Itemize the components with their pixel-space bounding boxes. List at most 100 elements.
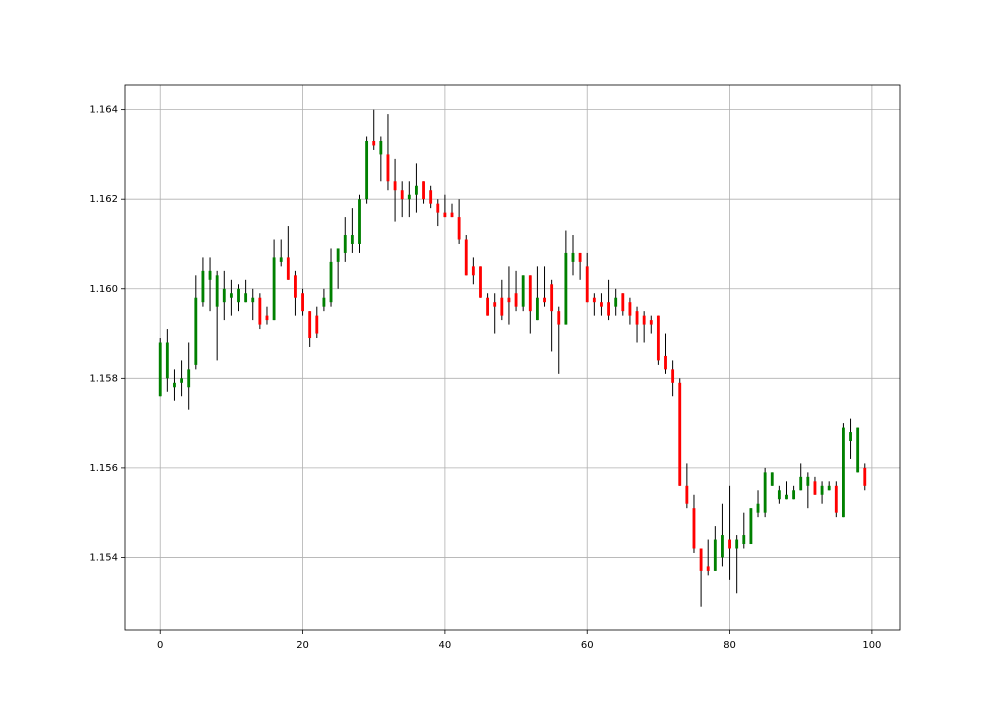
candle-body <box>244 293 248 303</box>
candle-body <box>180 378 184 383</box>
candle-body <box>315 315 319 334</box>
candle-body <box>237 288 240 303</box>
candle-body <box>336 248 340 262</box>
candle-body <box>592 297 596 303</box>
candle-body <box>379 140 383 155</box>
candle-body <box>521 275 525 307</box>
plot-frame <box>124 84 901 631</box>
candle-body <box>187 369 191 388</box>
candle-body <box>251 297 255 303</box>
candle-body <box>286 257 290 280</box>
candle-body <box>415 185 418 195</box>
y-tick-label: 1.162 <box>89 194 118 205</box>
candle-body <box>557 311 561 325</box>
candle-body <box>279 257 283 262</box>
candle-body <box>229 293 233 298</box>
candle-body <box>400 190 404 200</box>
candle-body <box>372 140 376 146</box>
candle-body <box>600 302 603 307</box>
candle-body <box>742 535 746 545</box>
candle-body <box>365 140 369 200</box>
candle-body <box>550 284 554 312</box>
candle-body <box>173 382 176 388</box>
candle-body <box>721 535 724 558</box>
candle-body <box>194 297 198 365</box>
candle-body <box>358 199 361 244</box>
candle-body <box>756 503 760 513</box>
candle-body <box>436 203 440 213</box>
candle-body <box>464 239 468 276</box>
candle-body <box>457 217 461 240</box>
x-tick-label: 40 <box>439 640 452 651</box>
candle-body <box>350 235 354 244</box>
candle-body <box>329 261 333 303</box>
candle-body <box>820 485 824 495</box>
candle-body <box>407 194 411 200</box>
y-tick-label: 1.158 <box>89 373 118 384</box>
candle-body <box>535 297 539 321</box>
candle-body <box>827 485 831 491</box>
candle-body <box>308 311 312 339</box>
candle-body <box>393 181 397 191</box>
candle-body <box>528 275 532 312</box>
candle-body <box>301 293 304 312</box>
candle-body <box>713 539 717 571</box>
candle-body <box>834 485 838 513</box>
candle-body <box>699 548 703 571</box>
candle-body <box>649 320 653 325</box>
candle-body <box>628 302 632 316</box>
candle-body <box>272 257 276 321</box>
candle-body <box>471 266 475 276</box>
candle-body <box>841 427 845 518</box>
candle-body <box>514 293 518 307</box>
candle-body <box>422 181 425 200</box>
candle-body <box>863 467 867 486</box>
candle-body <box>770 472 774 486</box>
candle-body <box>763 472 767 513</box>
candle-body <box>158 342 162 397</box>
candle-body <box>664 355 667 370</box>
candle-body <box>813 481 817 495</box>
candle-body <box>728 539 731 549</box>
candle-body <box>258 297 262 325</box>
x-tick-label: 80 <box>723 640 736 651</box>
candle-body <box>479 266 482 298</box>
candle-body <box>635 311 639 325</box>
candle-body <box>607 302 610 316</box>
x-tick-label: 0 <box>157 640 163 651</box>
candle-body <box>165 342 169 379</box>
candle-body <box>222 288 226 303</box>
candle-body <box>735 539 739 549</box>
candle-body <box>322 297 326 307</box>
y-tick-label: 1.160 <box>89 284 118 295</box>
candle-body <box>429 190 433 204</box>
candle-body <box>621 293 625 312</box>
candle-body <box>486 297 490 316</box>
candle-body <box>785 494 788 500</box>
candle-body <box>585 266 589 303</box>
candle-body <box>500 297 504 316</box>
candle-body <box>692 508 696 549</box>
candle-body <box>343 235 347 253</box>
candle-body <box>749 508 753 545</box>
candle-body <box>678 382 682 486</box>
candle-body <box>614 297 618 307</box>
candle-body <box>215 275 219 307</box>
candle-body <box>849 432 852 442</box>
candle-body <box>706 566 710 571</box>
candle-body <box>443 212 447 218</box>
candle-body <box>507 297 511 303</box>
x-tick-label: 20 <box>296 640 309 651</box>
candle-body <box>656 315 660 361</box>
x-tick-label: 100 <box>862 640 881 651</box>
candle-body <box>493 302 497 307</box>
candle-body <box>386 154 390 182</box>
candle-body <box>799 476 803 491</box>
y-tick-label: 1.156 <box>89 463 118 474</box>
candle-body <box>265 315 269 321</box>
candle-body <box>450 212 454 218</box>
candle-body <box>571 252 575 262</box>
candle-body <box>208 270 212 280</box>
candle-body <box>543 297 546 303</box>
